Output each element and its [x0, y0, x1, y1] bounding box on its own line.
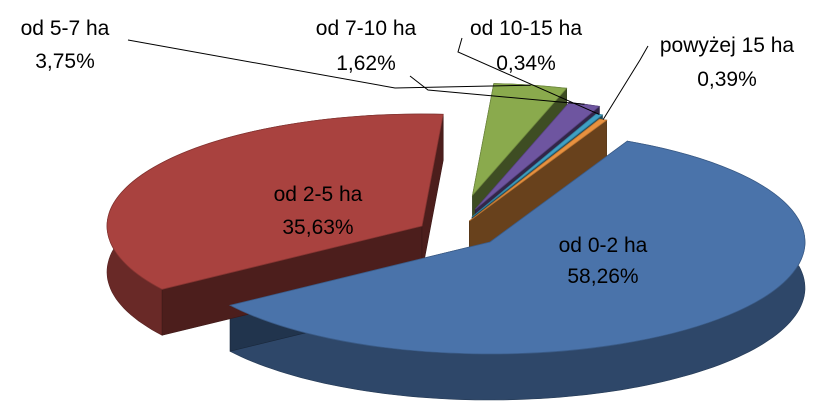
slice-category-label: od 0-2 ha — [559, 234, 648, 257]
slice-value-label: 1,62% — [336, 52, 396, 75]
slice-value-label: 35,63% — [282, 216, 353, 239]
slice-value-label: 0,39% — [697, 68, 757, 91]
slice-category-label: od 10-15 ha — [470, 17, 582, 40]
slice-od-10-15-ha — [471, 113, 604, 218]
slice-powyzej-15-ha — [469, 118, 608, 222]
slice-category-label: od 7-10 ha — [316, 17, 417, 40]
slice-category-label: od 2-5 ha — [274, 183, 363, 206]
slice-label-od-5-7-ha: od 5-7 ha 3,75% — [21, 17, 110, 73]
slice-value-label: 58,26% — [567, 265, 638, 288]
slice-label-od-0-2-ha: od 0-2 ha 58,26% — [559, 234, 648, 288]
slice-od-0-2-ha — [228, 140, 806, 355]
slice-value-label: 3,75% — [35, 50, 95, 73]
slice-label-od-7-10-ha: od 7-10 ha 1,62% — [316, 17, 417, 75]
slice-category-label: od 5-7 ha — [21, 17, 110, 40]
slice-label-od-2-5-ha: od 2-5 ha 35,63% — [274, 183, 363, 239]
leader-line-od-10-15-ha — [457, 37, 600, 115]
slice-category-label: powyżej 15 ha — [660, 34, 795, 57]
pie-tops — [106, 83, 806, 355]
slice-od-2-5-ha — [106, 113, 444, 290]
leader-lines — [127, 37, 649, 120]
slice-label-powyzej-15-ha: powyżej 15 ha 0,39% — [660, 34, 795, 91]
leader-line-od-5-7-ha — [127, 39, 531, 89]
leader-line-od-7-10-ha — [409, 75, 585, 105]
slice-value-label: 0,34% — [496, 52, 556, 75]
slice-label-od-10-15-ha: od 10-15 ha 0,34% — [470, 17, 582, 75]
leader-line-powyzej-15-ha — [602, 45, 649, 120]
